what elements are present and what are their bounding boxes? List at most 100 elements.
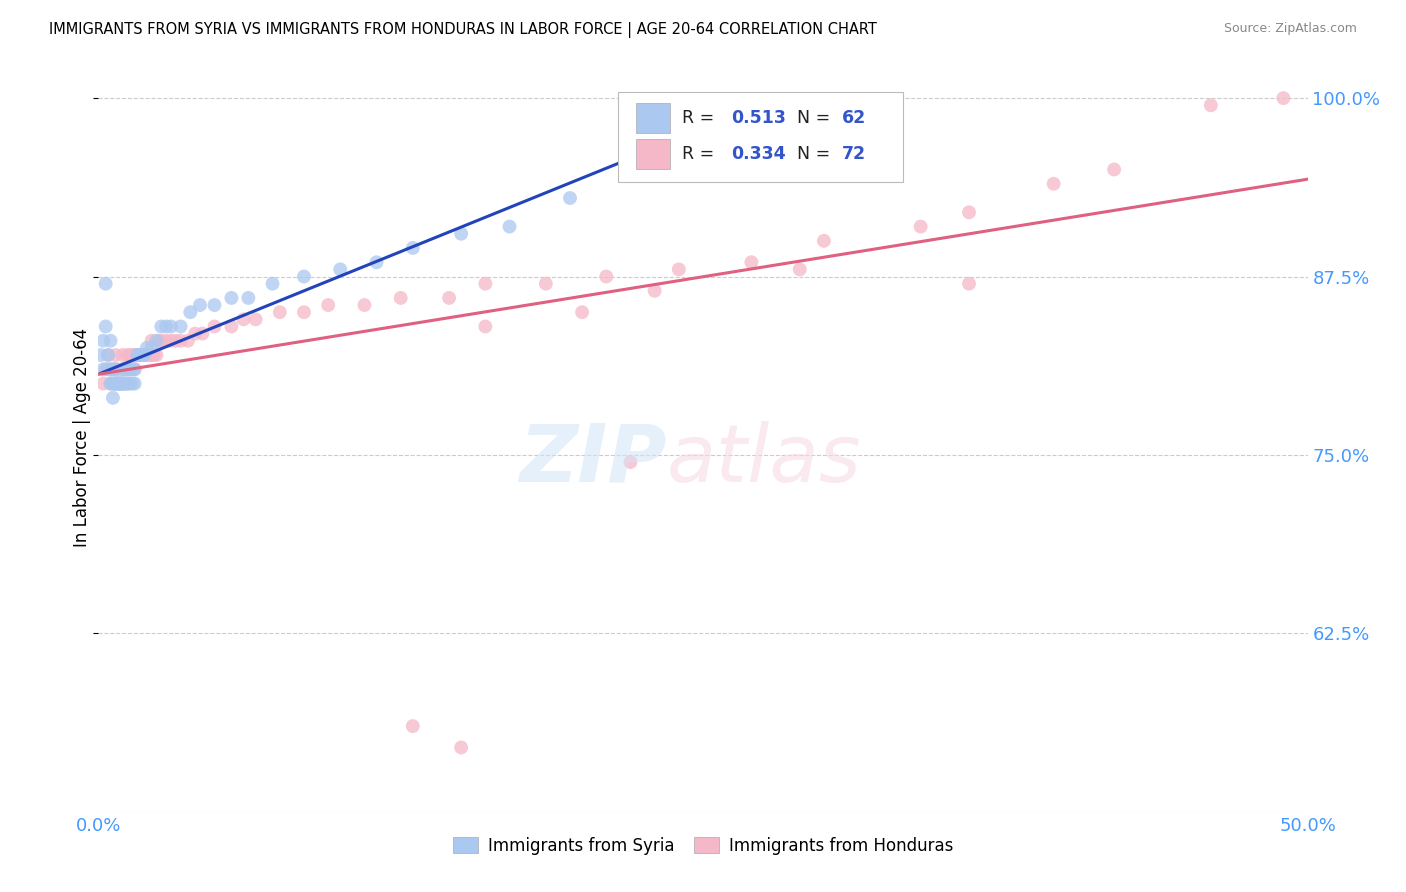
- Point: [100, 376, 122, 391]
- Point: [498, 219, 520, 234]
- Point: [117, 348, 139, 362]
- Point: [1199, 98, 1222, 112]
- Point: [90, 348, 112, 362]
- Bar: [637, 139, 671, 169]
- Point: [631, 148, 654, 162]
- Point: [134, 348, 156, 362]
- Point: [91, 376, 114, 391]
- Point: [238, 291, 260, 305]
- Point: [111, 348, 134, 362]
- Text: Source: ZipAtlas.com: Source: ZipAtlas.com: [1223, 22, 1357, 36]
- Point: [145, 334, 167, 348]
- Point: [145, 348, 167, 362]
- Point: [111, 376, 134, 391]
- Point: [104, 376, 127, 391]
- Point: [474, 319, 496, 334]
- Point: [121, 348, 143, 362]
- Point: [101, 391, 124, 405]
- Text: 72: 72: [842, 145, 866, 163]
- Point: [558, 191, 581, 205]
- Point: [188, 298, 211, 312]
- Point: [101, 376, 124, 391]
- Point: [114, 376, 136, 391]
- Point: [101, 376, 124, 391]
- Point: [160, 334, 183, 348]
- Point: [191, 326, 214, 341]
- Point: [118, 376, 141, 391]
- Point: [108, 376, 131, 391]
- Point: [121, 362, 143, 376]
- Point: [644, 284, 666, 298]
- Point: [131, 348, 153, 362]
- Point: [135, 348, 157, 362]
- Point: [160, 319, 183, 334]
- Point: [204, 319, 226, 334]
- Point: [292, 305, 315, 319]
- Point: [107, 376, 129, 391]
- Point: [668, 262, 690, 277]
- Point: [789, 262, 811, 277]
- Point: [127, 348, 149, 362]
- Point: [402, 719, 425, 733]
- Point: [91, 362, 114, 376]
- Point: [534, 277, 557, 291]
- Point: [117, 376, 139, 391]
- Bar: [637, 103, 671, 133]
- Point: [740, 255, 762, 269]
- Point: [100, 376, 122, 391]
- Point: [135, 348, 157, 362]
- Point: [94, 319, 117, 334]
- Point: [366, 255, 388, 269]
- Point: [402, 241, 425, 255]
- Point: [450, 227, 472, 241]
- Point: [100, 334, 122, 348]
- Point: [269, 305, 291, 319]
- Point: [124, 348, 146, 362]
- Point: [124, 362, 146, 376]
- Point: [124, 362, 146, 376]
- Point: [108, 376, 131, 391]
- FancyBboxPatch shape: [619, 93, 903, 182]
- Point: [221, 319, 243, 334]
- Point: [141, 341, 163, 355]
- Point: [91, 334, 114, 348]
- Point: [957, 205, 980, 219]
- Point: [232, 312, 254, 326]
- Point: [104, 362, 127, 376]
- Point: [100, 362, 122, 376]
- Point: [353, 298, 375, 312]
- Point: [292, 269, 315, 284]
- Text: N =: N =: [797, 109, 837, 127]
- Point: [94, 277, 117, 291]
- Text: 62: 62: [842, 109, 866, 127]
- Point: [150, 334, 173, 348]
- Point: [155, 319, 177, 334]
- Point: [111, 362, 134, 376]
- Legend: Immigrants from Syria, Immigrants from Honduras: Immigrants from Syria, Immigrants from H…: [447, 831, 959, 860]
- Point: [389, 291, 412, 305]
- Point: [595, 269, 617, 284]
- Point: [117, 376, 139, 391]
- Point: [619, 455, 641, 469]
- Point: [131, 348, 153, 362]
- Point: [316, 298, 339, 312]
- Point: [141, 348, 163, 362]
- Text: R =: R =: [682, 145, 720, 163]
- Point: [118, 348, 141, 362]
- Point: [108, 376, 131, 391]
- Point: [128, 348, 150, 362]
- Point: [169, 334, 191, 348]
- Point: [571, 305, 593, 319]
- Point: [121, 376, 143, 391]
- Point: [127, 348, 149, 362]
- Point: [114, 376, 136, 391]
- Point: [138, 348, 160, 362]
- Point: [221, 291, 243, 305]
- Point: [104, 362, 127, 376]
- Point: [111, 376, 134, 391]
- Point: [114, 362, 136, 376]
- Point: [128, 348, 150, 362]
- Point: [128, 348, 150, 362]
- Point: [97, 348, 120, 362]
- Point: [204, 298, 226, 312]
